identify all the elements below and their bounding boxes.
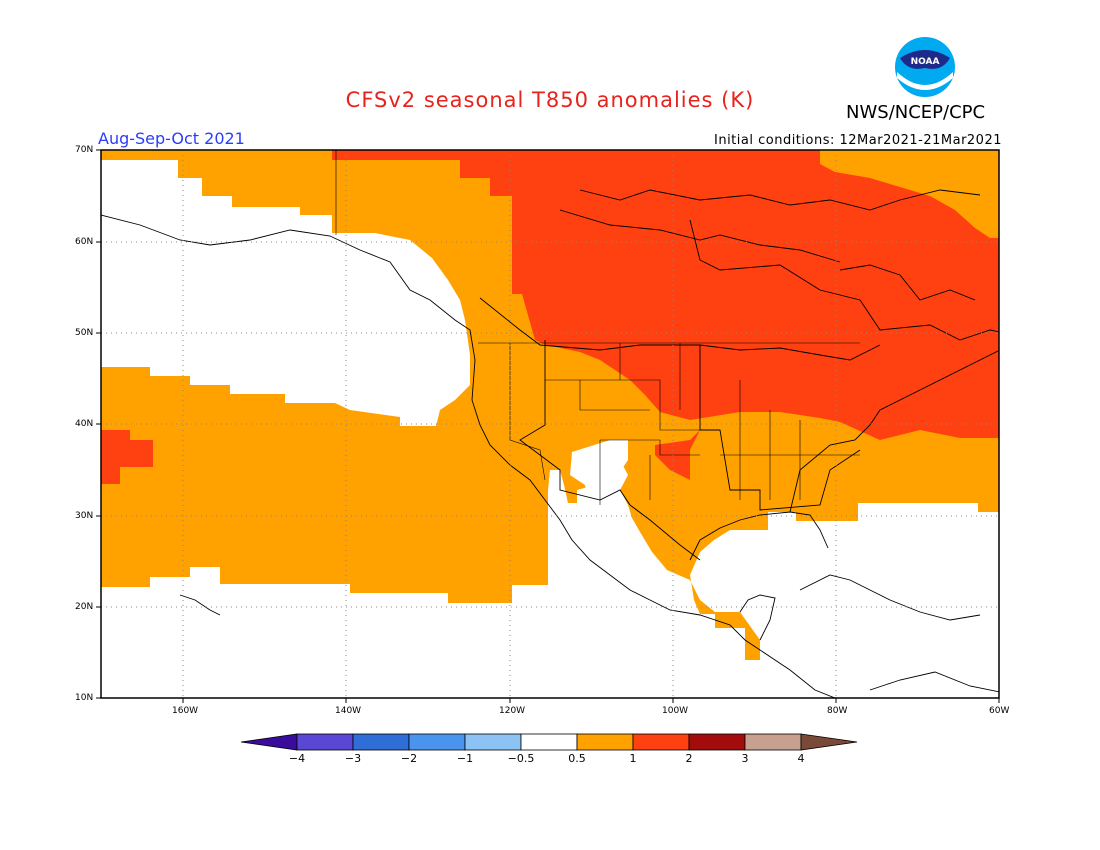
lat-label: 60N (75, 237, 94, 247)
colorbar-label: 2 (685, 752, 693, 765)
lat-label: 40N (75, 419, 94, 429)
colorbar-label: 0.5 (568, 752, 586, 765)
colorbar-label: 1 (629, 752, 637, 765)
colorbar-label: −4 (288, 752, 306, 765)
colorbar-label: −2 (400, 752, 418, 765)
lon-label: 80W (827, 706, 848, 716)
lon-label: 160W (172, 706, 199, 716)
initial-conditions-label: Initial conditions: 12Mar2021-21Mar2021 (714, 133, 1002, 148)
lon-label: 140W (335, 706, 362, 716)
lon-label: 60W (989, 706, 1010, 716)
lat-label: 70N (75, 145, 94, 155)
neutral-region-alaska-white (101, 160, 332, 300)
coastlines (101, 189, 999, 698)
colorbar-label: 4 (797, 752, 805, 765)
anomaly-region-red (101, 150, 999, 440)
anomaly-region-red-west (101, 430, 153, 484)
colorbar-label: −1 (456, 752, 474, 765)
lon-label: 100W (662, 706, 689, 716)
axis-ticks (96, 149, 1000, 703)
lat-label: 10N (75, 693, 94, 703)
colorbar-label: −0.5 (507, 752, 535, 765)
lat-label: 50N (75, 328, 94, 338)
neutral-region-sw-us (570, 440, 628, 505)
neutral-region-labrador (820, 150, 999, 238)
lat-label: 20N (75, 602, 94, 612)
agency-label: NWS/NCEP/CPC (846, 102, 986, 123)
chart-title: CFSv2 seasonal T850 anomalies (K) (345, 88, 755, 112)
political-borders (335, 150, 860, 505)
lon-label: 120W (499, 706, 526, 716)
season-label: Aug-Sep-Oct 2021 (98, 129, 245, 148)
colorbar-label: −3 (344, 752, 362, 765)
colorbar-label: 3 (741, 752, 749, 765)
lat-label: 30N (75, 511, 94, 521)
